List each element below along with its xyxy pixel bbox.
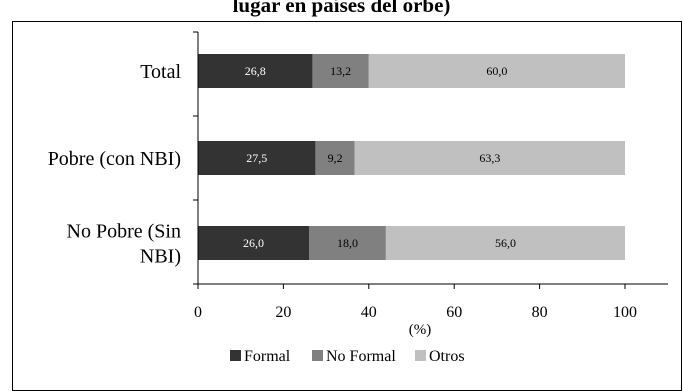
data-label: 9,2 [328, 151, 343, 165]
legend-swatch [415, 350, 426, 361]
bar-segment [309, 226, 386, 260]
bar-segment [354, 141, 625, 175]
category-label: Pobre (con NBI) [48, 148, 181, 170]
data-label: 63,3 [479, 151, 500, 165]
bar-segment [385, 226, 625, 260]
x-tick-label: 20 [275, 304, 291, 321]
bar-segment [312, 54, 369, 88]
legend: Formal No Formal Otros [230, 348, 465, 365]
category-label: Total [140, 61, 181, 83]
legend-label: No Formal [326, 348, 396, 365]
legend-swatch [312, 350, 323, 361]
bars-layer [198, 54, 625, 260]
stacked-bar-chart: 26,8 13,2 60,0 Total 27,5 9,2 63,3 Pobre (con N… [48, 31, 668, 365]
data-label: 60,0 [486, 64, 507, 78]
legend-swatch [230, 350, 241, 361]
category-label: No Pobre (Sin [67, 221, 181, 243]
data-label: 56,0 [495, 236, 516, 250]
bar-segment [198, 54, 313, 88]
bar-segment [315, 141, 355, 175]
data-label: 13,2 [330, 64, 351, 78]
data-label: 18,0 [337, 236, 358, 250]
data-label: 26,8 [245, 64, 266, 78]
x-tick-label: 80 [532, 304, 548, 321]
x-tick-label: 40 [361, 304, 377, 321]
chart-title-fragment: lugar en países del orbe) [232, 0, 451, 17]
bar-segment [198, 226, 310, 260]
bar-segment [198, 141, 316, 175]
category-label: NBI) [140, 246, 181, 268]
data-label: 27,5 [246, 151, 267, 165]
legend-label: Otros [429, 348, 465, 365]
x-tick-label: 100 [613, 304, 637, 321]
x-tick-label: 0 [194, 304, 202, 321]
data-label: 26,0 [243, 236, 264, 250]
bar-segment [368, 54, 625, 88]
legend-label: Formal [244, 348, 291, 365]
labels-layer: 26,8 13,2 60,0 Total 27,5 9,2 63,3 Pobre (con N… [48, 61, 637, 338]
x-tick-label: 60 [446, 304, 462, 321]
axes-layer [193, 31, 668, 289]
x-axis-label: (%) [409, 322, 432, 338]
